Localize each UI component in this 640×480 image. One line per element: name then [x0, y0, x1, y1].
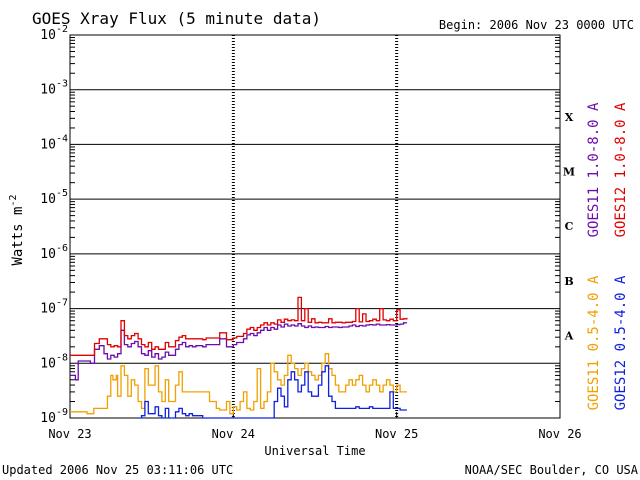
y-tick-label: 10-2	[40, 24, 68, 43]
y-tick-exp: -2	[56, 24, 68, 35]
flare-class-label: M	[563, 166, 575, 179]
y-tick-exp: -9	[56, 407, 68, 418]
y-tick-base: 10	[40, 28, 56, 43]
legend-entry: GOES12 1.0-8.0 A	[613, 102, 629, 237]
series-line-1	[70, 322, 407, 381]
y-axis-label-sup: -2	[8, 194, 19, 206]
y-tick-label: 10-6	[40, 243, 68, 262]
y-tick-label: 10-7	[40, 298, 68, 317]
flare-class-labels: X M C B A	[563, 111, 575, 343]
chart-title: GOES Xray Flux (5 minute data)	[32, 9, 321, 28]
flare-class-label: C	[565, 220, 574, 233]
y-tick-label: 10-3	[40, 79, 68, 98]
x-axis-ticks: Nov 23 Nov 24 Nov 25 Nov 26	[48, 412, 582, 441]
x-tick-label: Nov 23	[48, 427, 91, 441]
y-tick-base: 10	[40, 192, 56, 207]
credit-label: NOAA/SEC Boulder, CO USA	[465, 463, 639, 477]
y-axis-label: Watts m-2	[8, 194, 26, 265]
x-tick-label: Nov 26	[538, 427, 581, 441]
x-tick-label: Nov 24	[212, 427, 255, 441]
y-axis-ticks: 10-210-310-410-510-610-710-810-9	[40, 24, 68, 426]
y-axis-label-base: Watts m	[10, 207, 26, 266]
grid	[70, 35, 560, 418]
y-tick-exp: -5	[56, 188, 68, 199]
flare-class-label: B	[564, 275, 573, 288]
y-tick-base: 10	[40, 302, 56, 317]
y-tick-exp: -4	[56, 133, 68, 144]
flare-class-label: A	[564, 330, 574, 343]
y-tick-label: 10-5	[40, 188, 68, 207]
x-tick-label: Nov 25	[375, 427, 418, 441]
begin-label: Begin: 2006 Nov 23 0000 UTC	[439, 18, 634, 32]
series-line-4	[138, 365, 407, 419]
data-series	[70, 296, 408, 419]
updated-label: Updated 2006 Nov 25 03:11:06 UTC	[2, 463, 233, 477]
legend-entry: GOES12 0.5-4.0 A	[613, 275, 629, 410]
legend: GOES11 1.0-8.0 A GOES12 1.0-8.0 A GOES11 0…	[586, 102, 629, 410]
y-tick-exp: -3	[56, 79, 68, 90]
y-tick-exp: -6	[56, 243, 68, 254]
y-tick-exp: -7	[56, 298, 68, 309]
flare-class-label: X	[565, 111, 574, 124]
legend-entry: GOES11 1.0-8.0 A	[586, 102, 602, 237]
y-tick-exp: -8	[56, 352, 68, 363]
x-axis-label: Universal Time	[264, 444, 365, 458]
y-tick-label: 10-9	[40, 407, 68, 426]
legend-entry: GOES11 0.5-4.0 A	[586, 275, 602, 410]
y-tick-base: 10	[40, 411, 56, 426]
series-line-2	[70, 296, 408, 356]
y-tick-base: 10	[40, 247, 56, 262]
y-tick-label: 10-8	[40, 352, 68, 371]
plot-frame	[69, 34, 561, 419]
y-tick-label: 10-4	[40, 133, 68, 152]
y-tick-base: 10	[40, 83, 56, 98]
series-line-3	[70, 353, 407, 415]
y-tick-base: 10	[40, 356, 56, 371]
y-tick-base: 10	[40, 137, 56, 152]
